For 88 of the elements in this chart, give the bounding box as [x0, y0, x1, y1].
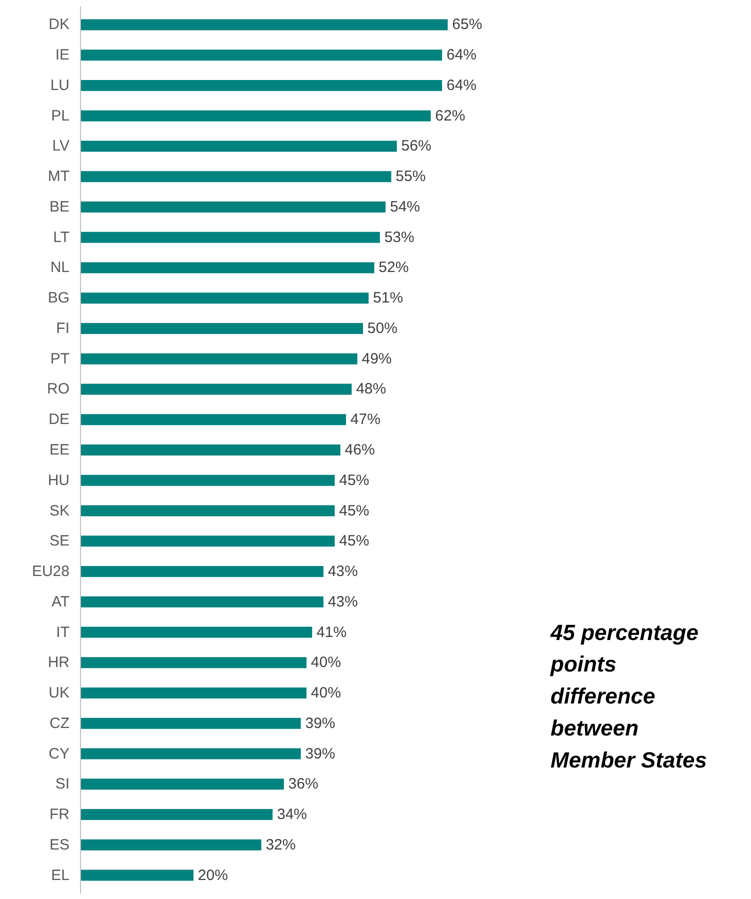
data-label: 55% — [396, 168, 426, 186]
bar — [80, 232, 380, 243]
bar — [80, 718, 301, 729]
y-tick-label: FI — [56, 320, 70, 337]
bar — [80, 444, 340, 456]
bar — [80, 80, 442, 91]
y-tick-label: SK — [49, 502, 70, 520]
data-label: 41% — [316, 624, 347, 641]
bar — [80, 596, 324, 608]
data-label: 45% — [339, 502, 370, 520]
bar — [80, 778, 284, 790]
data-label: 50% — [367, 320, 398, 337]
y-tick-label: DK — [48, 16, 70, 34]
y-tick-label: EE — [49, 442, 70, 458]
data-label: 36% — [288, 776, 318, 793]
bar — [80, 110, 431, 122]
bar — [80, 140, 397, 152]
data-label: 54% — [390, 198, 420, 216]
y-tick-label: AT — [51, 593, 70, 610]
bar — [80, 353, 358, 364]
bar — [80, 536, 335, 547]
data-label: 64% — [446, 76, 477, 94]
data-label: 40% — [310, 654, 341, 672]
bar — [80, 748, 301, 760]
data-label: 51% — [373, 290, 404, 307]
y-tick-label: RO — [47, 380, 70, 398]
y-tick-label: PT — [50, 350, 70, 368]
y-tick-label: BE — [49, 198, 70, 216]
y-tick-label: PL — [51, 107, 70, 124]
data-label: 64% — [446, 46, 477, 64]
y-tick-label: HU — [48, 472, 70, 489]
bar — [80, 414, 346, 426]
y-tick-label: HR — [48, 654, 70, 672]
data-label: 46% — [344, 442, 375, 458]
y-tick-label: SI — [55, 776, 70, 793]
y-tick-label: MT — [48, 168, 70, 186]
y-tick-label: NL — [50, 259, 70, 276]
y-tick-label: IT — [56, 624, 70, 641]
bar — [80, 474, 335, 486]
data-label: 45% — [339, 472, 370, 489]
bar — [80, 19, 448, 30]
data-label: 45% — [339, 532, 370, 550]
bar — [80, 384, 352, 395]
bar — [80, 171, 392, 182]
bar — [80, 202, 386, 212]
data-label: 65% — [452, 16, 482, 34]
y-tick-label: LV — [52, 138, 70, 155]
text: 45 percentage points difference between Member States — [550, 620, 708, 772]
data-label: 53% — [384, 228, 414, 246]
data-label: 49% — [362, 350, 392, 368]
data-label: 20% — [198, 866, 228, 884]
data-label: 39% — [305, 745, 336, 762]
y-tick-label: DE — [48, 411, 70, 428]
y-tick-label: FR — [50, 806, 70, 824]
data-label: 43% — [328, 563, 358, 580]
data-label: 47% — [350, 411, 380, 428]
y-tick-label: ES — [49, 836, 70, 854]
y-tick-label: BG — [48, 290, 70, 307]
bar — [80, 839, 262, 850]
bar — [80, 292, 369, 304]
data-label: 32% — [266, 836, 296, 854]
y-tick-label: IE — [55, 46, 70, 64]
y-tick-label: SE — [49, 532, 70, 550]
data-label: 34% — [276, 806, 308, 824]
bar — [80, 505, 335, 516]
bar — [80, 657, 306, 668]
y-tick-label: CY — [48, 745, 70, 762]
data-label: 48% — [356, 380, 386, 398]
bar — [80, 870, 194, 881]
data-label: 52% — [378, 259, 409, 276]
bar — [80, 323, 363, 334]
data-label: 40% — [310, 684, 341, 702]
data-label: 56% — [401, 138, 432, 155]
y-tick-label: EU28 — [32, 563, 70, 580]
y-tick-label: UK — [48, 684, 70, 702]
data-label: 62% — [435, 107, 466, 124]
data-label: 39% — [305, 714, 336, 732]
bar — [80, 809, 273, 820]
y-tick-label: CZ — [50, 714, 70, 732]
bar — [80, 262, 374, 274]
bar — [80, 50, 442, 61]
y-tick-label: EL — [51, 866, 70, 884]
bar — [80, 566, 324, 577]
y-tick-label: LU — [50, 76, 70, 94]
bar — [80, 626, 312, 638]
bar — [80, 688, 306, 698]
data-label: 43% — [328, 593, 358, 610]
y-tick-label: LT — [53, 228, 70, 246]
